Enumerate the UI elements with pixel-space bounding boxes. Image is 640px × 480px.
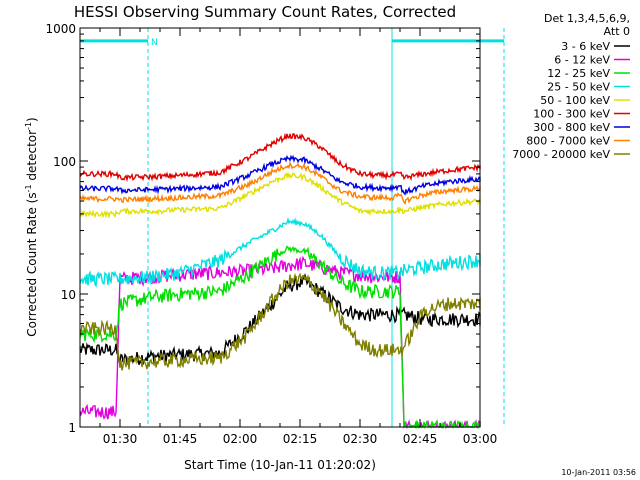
y-axis-label: Corrected Count Rate (s-1 detector-1) <box>24 117 39 336</box>
legend-header-line-1: Det 1,3,4,5,6,9, <box>544 12 630 25</box>
series-line-7 <box>79 161 481 205</box>
y-axis-label-end: ) <box>25 117 39 122</box>
legend-label-4: 50 - 100 keV <box>540 94 610 107</box>
legend-label-6: 300 - 800 keV <box>533 121 610 134</box>
attenuator-bar-label-0: N <box>151 38 158 48</box>
y-axis-label-main: Corrected Count Rate (s <box>25 192 39 336</box>
legend-label-3: 25 - 50 keV <box>547 81 610 94</box>
legend-label-2: 12 - 25 keV <box>547 67 610 80</box>
x-tick-label-3: 02:15 <box>283 432 318 446</box>
x-tick-label-6: 03:00 <box>463 432 498 446</box>
y-tick-labels: 1 10 100 1000 <box>45 22 480 435</box>
legend-label-1: 6 - 12 keV <box>554 54 610 67</box>
generation-timestamp: 10-Jan-2011 03:56 <box>561 468 636 477</box>
series-line-3 <box>79 217 481 288</box>
series-line-8 <box>79 272 481 371</box>
x-tick-label-4: 02:30 <box>343 432 378 446</box>
x-tick-label-0: 01:30 <box>103 432 138 446</box>
y-axis-label-mid: detector <box>25 130 39 185</box>
series-line-1 <box>79 255 481 430</box>
series-line-5 <box>79 132 481 183</box>
x-tick-label-2: 02:00 <box>223 432 258 446</box>
legend-label-8: 7000 - 20000 keV <box>512 148 610 161</box>
series-line-2 <box>79 245 481 430</box>
chart-title: HESSI Observing Summary Count Rates, Cor… <box>74 3 456 21</box>
y-tick-label-2: 100 <box>53 155 76 169</box>
plot-area: N <box>79 27 505 430</box>
y-tick-label-0: 1 <box>68 421 76 435</box>
legend-label-5: 100 - 300 keV <box>533 108 610 121</box>
y-tick-label-3: 1000 <box>45 22 76 36</box>
legend-label-7: 800 - 7000 keV <box>526 135 610 148</box>
legend-header-line-2: Att 0 <box>604 25 630 38</box>
x-tick-labels: 01:30 01:45 02:00 02:15 02:30 02:45 03:00 <box>79 28 498 446</box>
y-axis-label-exp2: -1 <box>24 122 33 130</box>
y-axis-label-exp1: -1 <box>24 184 33 192</box>
series-line-0 <box>79 273 481 365</box>
x-tick-label-5: 02:45 <box>403 432 438 446</box>
x-axis-label: Start Time (10-Jan-11 01:20:02) <box>184 458 376 472</box>
legend-label-0: 3 - 6 keV <box>561 40 610 53</box>
series-line-6 <box>79 154 481 196</box>
x-tick-label-1: 01:45 <box>163 432 198 446</box>
y-tick-label-1: 10 <box>61 288 76 302</box>
plot-frame <box>79 27 481 428</box>
series-line-4 <box>79 172 481 220</box>
